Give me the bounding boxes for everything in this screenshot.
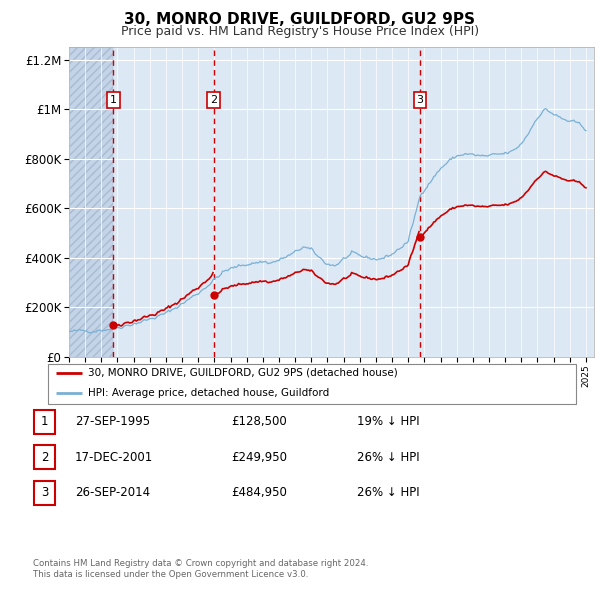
Bar [69,47,113,357]
Text: Contains HM Land Registry data © Crown copyright and database right 2024.
This d: Contains HM Land Registry data © Crown c… [33,559,368,579]
Text: 3: 3 [41,486,48,499]
Text: £484,950: £484,950 [231,486,287,499]
Text: 2: 2 [41,451,48,464]
Text: 19% ↓ HPI: 19% ↓ HPI [357,415,419,428]
Text: £128,500: £128,500 [231,415,287,428]
Text: 2: 2 [210,95,217,105]
FancyBboxPatch shape [34,445,55,469]
Text: 17-DEC-2001: 17-DEC-2001 [75,451,153,464]
Text: Price paid vs. HM Land Registry's House Price Index (HPI): Price paid vs. HM Land Registry's House … [121,25,479,38]
Text: 1: 1 [110,95,117,105]
Text: 26-SEP-2014: 26-SEP-2014 [75,486,150,499]
FancyBboxPatch shape [48,364,576,404]
Text: 26% ↓ HPI: 26% ↓ HPI [357,486,419,499]
Text: HPI: Average price, detached house, Guildford: HPI: Average price, detached house, Guil… [88,388,329,398]
FancyBboxPatch shape [34,410,55,434]
Text: £249,950: £249,950 [231,451,287,464]
Text: 1: 1 [41,415,48,428]
Text: 30, MONRO DRIVE, GUILDFORD, GU2 9PS (detached house): 30, MONRO DRIVE, GUILDFORD, GU2 9PS (det… [88,368,397,378]
Text: 3: 3 [416,95,424,105]
Text: 30, MONRO DRIVE, GUILDFORD, GU2 9PS: 30, MONRO DRIVE, GUILDFORD, GU2 9PS [125,12,476,27]
FancyBboxPatch shape [34,481,55,504]
Text: 27-SEP-1995: 27-SEP-1995 [75,415,150,428]
Text: 26% ↓ HPI: 26% ↓ HPI [357,451,419,464]
